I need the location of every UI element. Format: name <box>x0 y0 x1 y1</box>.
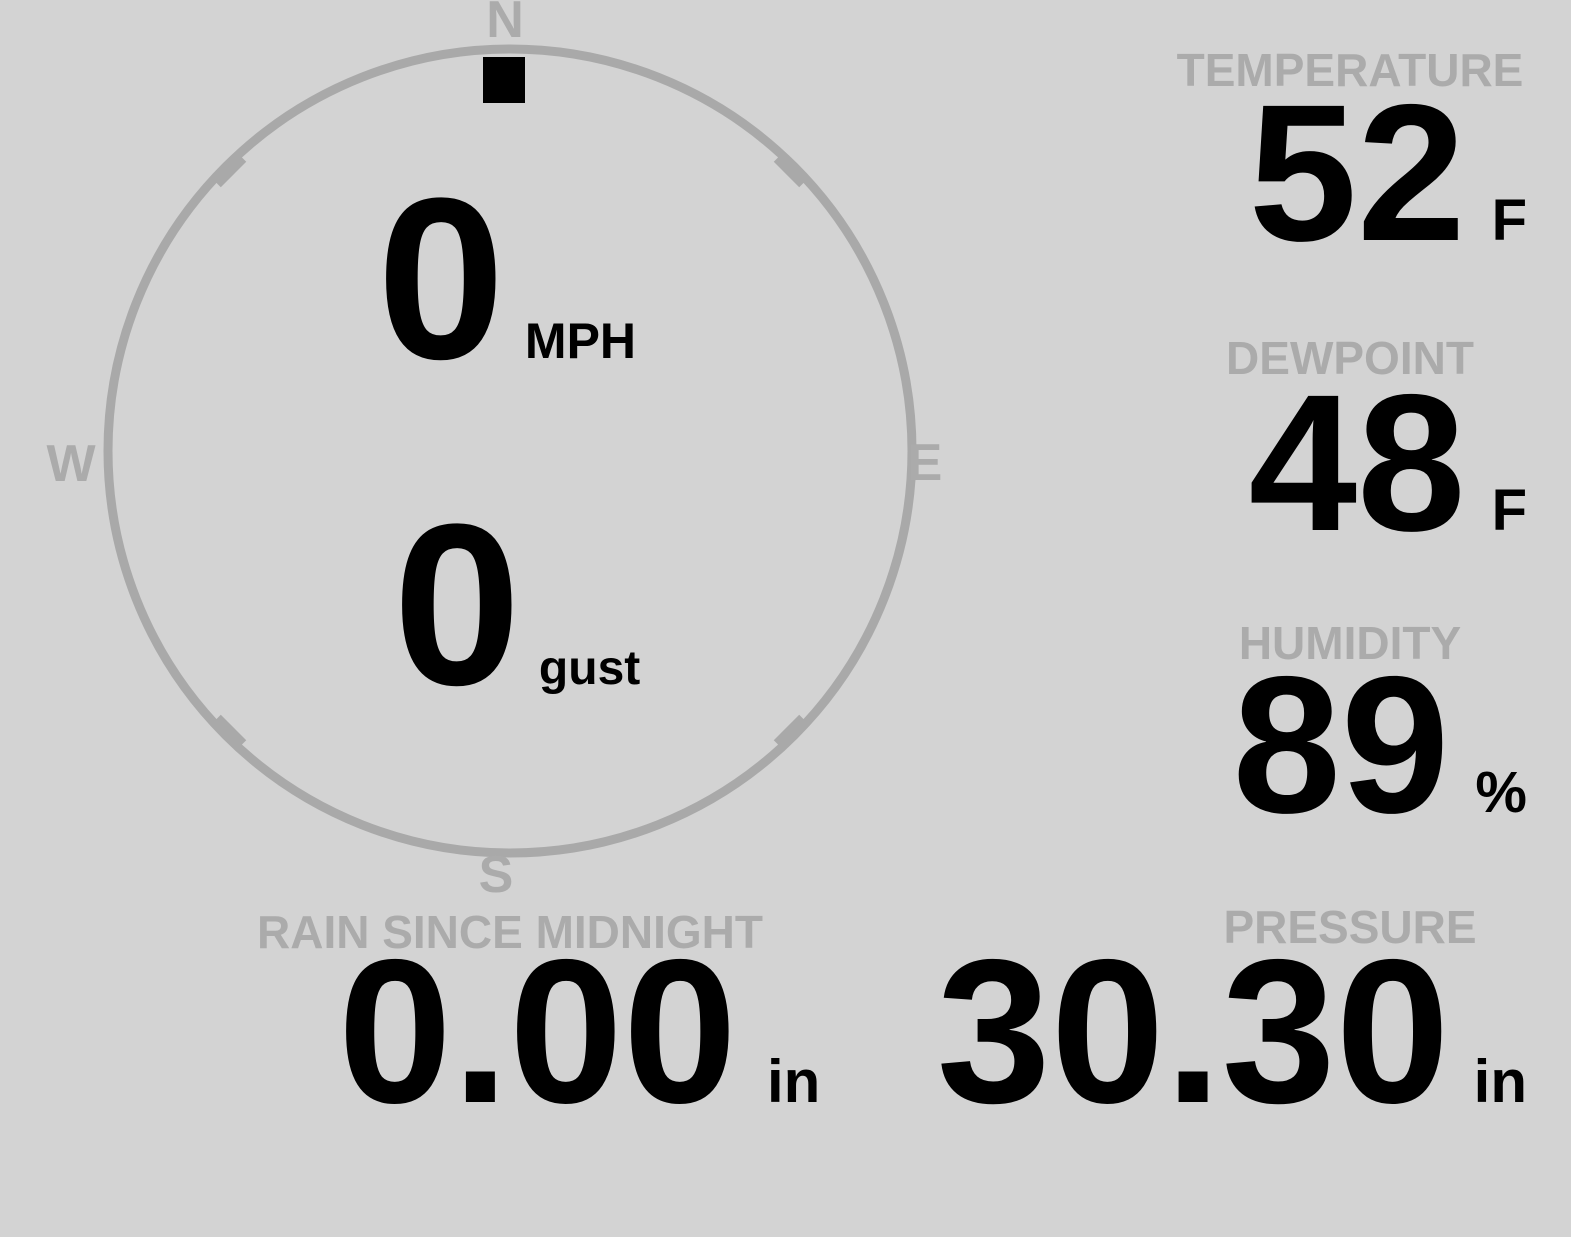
dewpoint-unit: F <box>1491 478 1527 543</box>
wind-gust: 0 gust <box>393 490 640 720</box>
pressure-label: PRESSURE <box>1223 901 1477 953</box>
compass-east-label: E <box>907 434 943 492</box>
pressure-reading: 30.30 in <box>937 929 1527 1134</box>
humidity-reading: 89 % <box>1233 648 1527 843</box>
rain-reading: 0.00 in <box>338 929 820 1134</box>
dewpoint-label: DEWPOINT <box>1226 332 1474 384</box>
dewpoint-reading: 48 F <box>1249 366 1527 561</box>
pressure-value: 30.30 <box>936 917 1450 1146</box>
compass-west-label: W <box>46 435 96 493</box>
wind-speed-value: 0 <box>377 150 505 407</box>
wind-gust-value: 0 <box>393 476 521 733</box>
rain-value: 0.00 <box>338 917 737 1146</box>
temperature-label: TEMPERATURE <box>1176 44 1524 96</box>
temperature-unit: F <box>1491 188 1527 253</box>
rain-label: RAIN SINCE MIDNIGHT <box>257 906 763 958</box>
wind-gust-unit: gust <box>538 642 641 695</box>
humidity-unit: % <box>1475 760 1527 825</box>
wind-compass <box>103 44 917 858</box>
humidity-label: HUMIDITY <box>1238 617 1462 669</box>
wind-direction-marker <box>483 57 525 103</box>
dewpoint-value: 48 <box>1248 354 1466 572</box>
wind-speed-unit: MPH <box>524 313 637 369</box>
temperature-reading: 52 F <box>1249 76 1527 271</box>
compass-south-label: S <box>478 846 514 904</box>
humidity-value: 89 <box>1232 636 1450 854</box>
wind-speed: 0 MPH <box>377 164 636 394</box>
compass-north-label: N <box>486 0 524 49</box>
compass-ring <box>103 44 917 858</box>
rain-unit: in <box>767 1048 821 1115</box>
pressure-unit: in <box>1473 1048 1527 1115</box>
compass-intercardinal-ticks <box>214 155 806 747</box>
temperature-value: 52 <box>1248 64 1466 282</box>
